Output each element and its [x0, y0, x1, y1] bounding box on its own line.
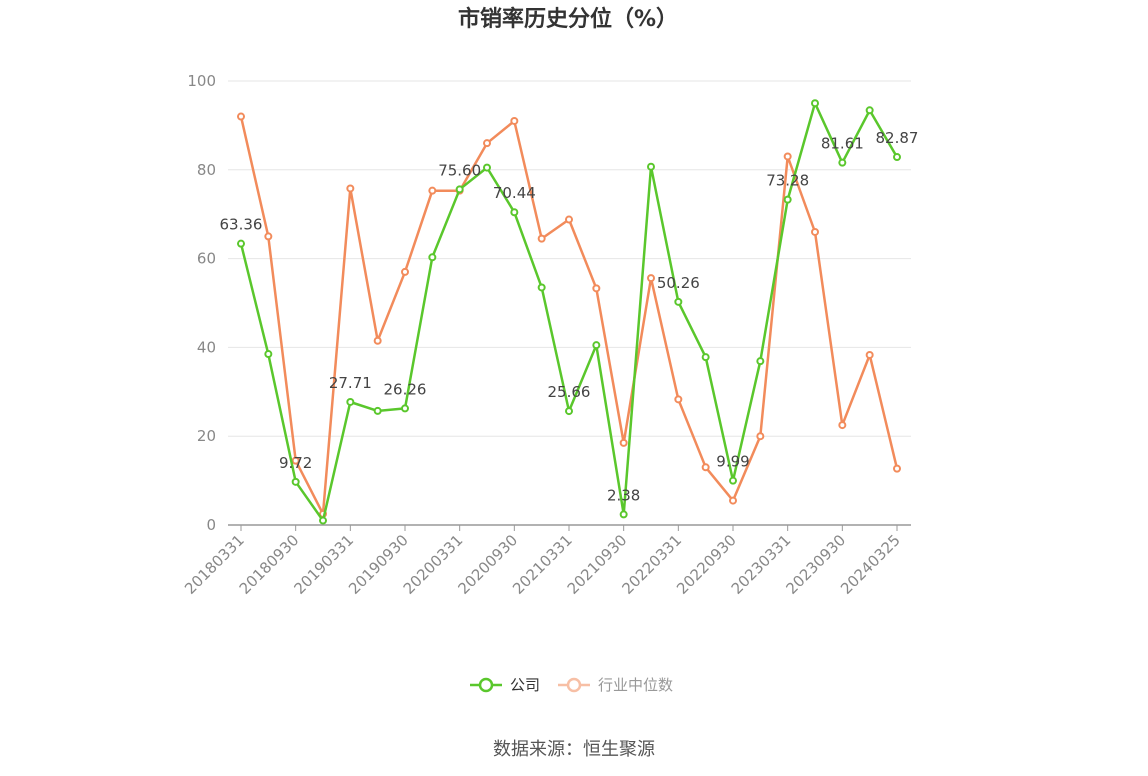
- series-0-point-2: [291, 477, 300, 486]
- y-tick-label-4: 80: [197, 161, 216, 179]
- series-0-point-9: [483, 163, 491, 172]
- series-0-point-1: [264, 350, 273, 359]
- series-1-point-13: [592, 284, 601, 293]
- series-0-point-19: [756, 357, 765, 366]
- series-1-point-23: [865, 350, 874, 359]
- series-1-point-21: [811, 227, 819, 236]
- series-0-point-12: [565, 407, 573, 416]
- series-1-point-14: [619, 438, 628, 447]
- chart-title: 市销率历史分位（%）: [458, 6, 678, 32]
- series-1-point-11: [537, 234, 546, 243]
- series-0-point-13: [592, 341, 601, 350]
- series-1-point-2: [291, 456, 300, 465]
- series-1-point-20: [783, 152, 792, 161]
- x-axis: 2018033120180930201903312019093020200331…: [181, 524, 911, 598]
- legend-company-label: 公司: [510, 676, 540, 694]
- y-tick-label-2: 40: [197, 338, 216, 356]
- series-0-point-14: [619, 510, 628, 519]
- data-label-2: 9.72: [279, 454, 312, 472]
- data-label-6: 26.26: [384, 380, 427, 398]
- series-1-point-5: [373, 336, 382, 345]
- series-1-point-9: [483, 139, 491, 148]
- y-tick-label-0: 0: [206, 516, 216, 534]
- series-1-point-12: [565, 215, 573, 224]
- series-0-point-7: [428, 253, 437, 262]
- series-0-point-0: [237, 239, 245, 248]
- data-source: 数据来源：恒生聚源: [493, 739, 655, 760]
- data-label-18: 9.99: [716, 453, 749, 471]
- series-0-point-20: [783, 195, 792, 204]
- series-0-point-24: [893, 153, 901, 162]
- data-label-12: 25.66: [548, 383, 591, 401]
- series-1-point-7: [428, 186, 437, 195]
- series-0-point-6: [401, 404, 409, 413]
- series-1-point-10: [510, 116, 519, 125]
- series-1-point-16: [674, 395, 683, 404]
- series-0-point-4: [346, 397, 355, 406]
- series-1-point-15: [647, 274, 655, 283]
- data-label-4: 27.71: [329, 374, 372, 392]
- series-0-point-11: [537, 283, 546, 292]
- series-0-point-18: [729, 476, 737, 485]
- data-label-10: 70.44: [493, 184, 536, 202]
- data-label-16: 50.26: [657, 274, 700, 292]
- series-0-point-10: [510, 208, 519, 217]
- series-1-point-17: [701, 463, 710, 472]
- series-0-point-21: [811, 99, 819, 108]
- x-tick-label-12: 20240325: [837, 531, 904, 598]
- series-0-point-5: [373, 406, 382, 415]
- series-1-point-1: [264, 232, 273, 241]
- series-1-point-19: [756, 432, 765, 441]
- series-0-point-22: [838, 158, 847, 167]
- legend[interactable]: 公司 行业中位数: [470, 676, 673, 694]
- series-1-point-22: [838, 421, 847, 430]
- y-axis: 0 20 40 60 80 100: [187, 72, 216, 534]
- legend-item-industry-median[interactable]: 行业中位数: [558, 676, 673, 694]
- series-1-point-6: [401, 267, 409, 276]
- data-label-8: 75.60: [438, 161, 481, 179]
- series-1-point-24: [893, 464, 901, 473]
- series-0-point-8: [455, 185, 464, 194]
- data-label-0: 63.36: [220, 216, 263, 234]
- series-1-point-0: [237, 112, 245, 121]
- data-label-14: 2.38: [607, 486, 640, 504]
- data-label-24: 82.87: [876, 129, 919, 147]
- series-0-point-16: [674, 297, 683, 306]
- data-label-22: 81.61: [821, 135, 864, 153]
- series-layer: [237, 99, 901, 525]
- legend-company-marker-icon: [478, 677, 494, 693]
- data-label-20: 73.28: [766, 172, 809, 190]
- series-0-point-3: [319, 516, 327, 525]
- series-1-point-18: [729, 496, 737, 505]
- series-0-point-17: [701, 353, 710, 362]
- series-1-point-4: [346, 184, 355, 193]
- legend-item-company[interactable]: 公司: [470, 676, 540, 694]
- legend-industry-label: 行业中位数: [598, 676, 673, 694]
- data-labels: 63.36 9.72 27.71 26.26 75.60 70.44 25.66 2.38 50…: [220, 129, 919, 504]
- legend-industry-marker-icon: [566, 677, 582, 693]
- y-tick-label-3: 60: [197, 250, 216, 268]
- y-tick-label-1: 20: [197, 427, 216, 445]
- series-0-point-23: [865, 106, 874, 115]
- y-tick-label-5: 100: [187, 72, 216, 90]
- series-0-point-15: [647, 162, 655, 171]
